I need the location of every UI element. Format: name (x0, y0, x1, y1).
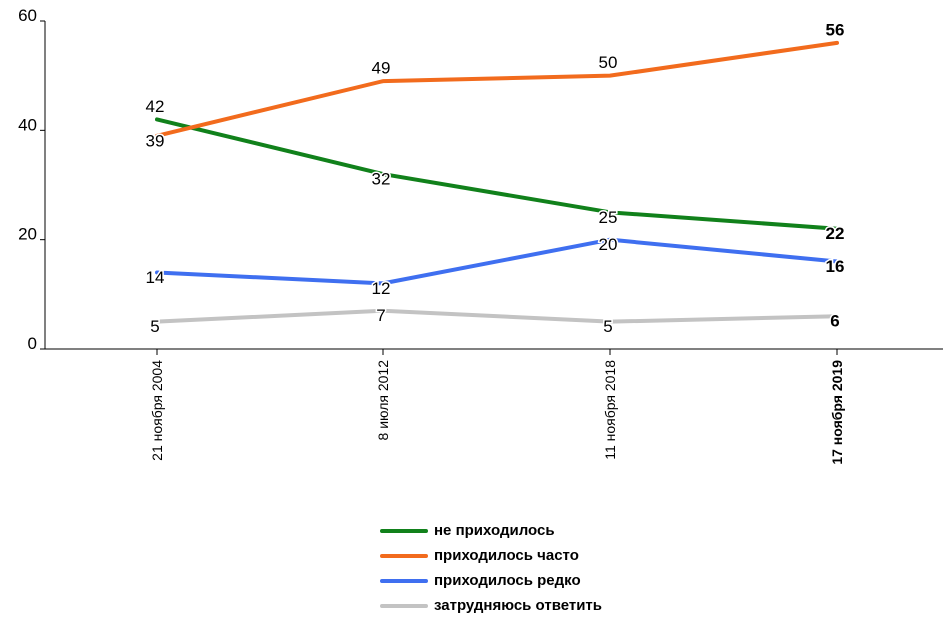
data-label: 5 (603, 317, 612, 336)
legend-item: не приходилось (380, 518, 602, 543)
x-tick-label: 21 ноября 2004 (149, 360, 165, 461)
legend-swatch (380, 528, 428, 533)
data-label: 6 (830, 312, 839, 331)
legend-label: приходилось редко (434, 572, 581, 589)
series-layer (155, 40, 839, 324)
series-line (155, 308, 839, 324)
y-tick-label: 0 (28, 334, 37, 353)
data-label: 16 (826, 257, 845, 276)
x-tick-label: 11 ноября 2018 (602, 360, 618, 460)
y-tick-label: 60 (18, 6, 37, 25)
data-label: 7 (376, 306, 385, 325)
data-label: 49 (372, 59, 391, 78)
legend-swatch (380, 553, 428, 558)
x-tick-label: 8 июля 2012 (375, 360, 391, 441)
legend-swatch (380, 603, 428, 608)
series-line (155, 117, 839, 231)
series-line (155, 40, 839, 138)
legend-swatch (380, 578, 428, 583)
legend-item: приходилось редко (380, 568, 602, 593)
legend-item: затрудняюсь ответить (380, 593, 602, 618)
axes: 0 20 40 60 21 ноября 2004 8 июля 2012 11 ноябр… (18, 6, 943, 465)
y-tick-label: 40 (18, 115, 37, 134)
data-label: 12 (372, 279, 391, 298)
legend-label: приходилось часто (434, 547, 579, 564)
data-label: 22 (826, 224, 845, 243)
data-label: 32 (372, 170, 391, 189)
x-tick-label: 17 ноября 2019 (829, 360, 845, 465)
data-label: 14 (146, 268, 165, 287)
data-label: 50 (599, 53, 618, 72)
legend-item: приходилось часто (380, 543, 602, 568)
data-label: 5 (150, 317, 159, 336)
data-label: 25 (599, 208, 618, 227)
legend: не приходилось приходилось часто приходи… (380, 518, 602, 618)
data-label: 39 (146, 131, 165, 150)
data-label: 56 (826, 20, 845, 39)
y-tick-label: 20 (18, 225, 37, 244)
data-label: 20 (599, 235, 618, 254)
series-line (155, 237, 839, 286)
data-label: 42 (146, 97, 165, 116)
legend-label: не приходилось (434, 522, 555, 539)
legend-label: затрудняюсь ответить (434, 597, 602, 614)
